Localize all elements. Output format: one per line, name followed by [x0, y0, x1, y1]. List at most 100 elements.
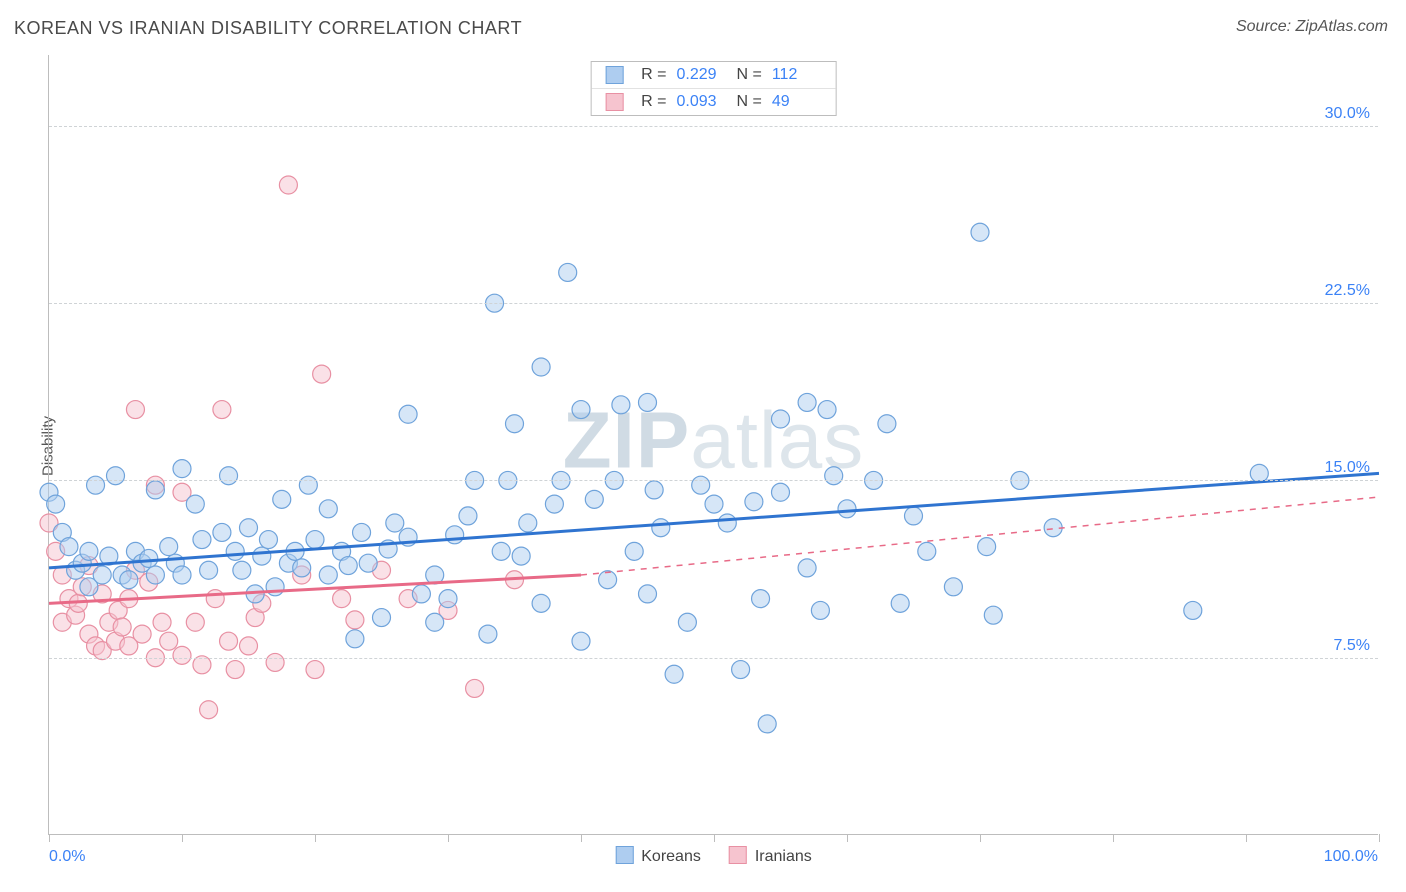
- data-point: [825, 467, 843, 485]
- data-point: [506, 415, 524, 433]
- data-point: [532, 358, 550, 376]
- data-point: [293, 559, 311, 577]
- x-tick: [1246, 834, 1247, 842]
- data-point: [639, 393, 657, 411]
- chart-plot-area: ZIPatlas R =0.229N =112R =0.093N =49 Kor…: [48, 55, 1378, 835]
- data-point: [446, 526, 464, 544]
- x-tick: [1379, 834, 1380, 842]
- data-point: [206, 590, 224, 608]
- data-point: [319, 566, 337, 584]
- data-point: [80, 542, 98, 560]
- data-point: [984, 606, 1002, 624]
- correlation-legend: R =0.229N =112R =0.093N =49: [590, 61, 837, 116]
- x-tick: [1113, 834, 1114, 842]
- data-point: [512, 547, 530, 565]
- x-tick: [448, 834, 449, 842]
- data-point: [625, 542, 643, 560]
- data-point: [572, 401, 590, 419]
- data-point: [678, 613, 696, 631]
- n-label: N =: [737, 93, 762, 111]
- data-point: [772, 483, 790, 501]
- data-point: [359, 554, 377, 572]
- data-point: [905, 507, 923, 525]
- data-point: [944, 578, 962, 596]
- data-point: [838, 500, 856, 518]
- data-point: [346, 611, 364, 629]
- data-point: [240, 637, 258, 655]
- data-point: [971, 223, 989, 241]
- trend-line-iranians-dashed: [581, 497, 1379, 575]
- data-point: [319, 500, 337, 518]
- data-point: [266, 653, 284, 671]
- data-point: [373, 609, 391, 627]
- data-point: [585, 490, 603, 508]
- data-point: [259, 531, 277, 549]
- data-point: [818, 401, 836, 419]
- data-point: [153, 613, 171, 631]
- y-tick-label: 22.5%: [1325, 282, 1370, 300]
- data-point: [732, 661, 750, 679]
- data-point: [412, 585, 430, 603]
- correlation-legend-row: R =0.229N =112: [591, 62, 836, 88]
- series-label: Iranians: [755, 848, 812, 865]
- n-value: 49: [772, 93, 822, 111]
- data-point: [645, 481, 663, 499]
- grid-line: [49, 480, 1378, 481]
- data-point: [93, 566, 111, 584]
- data-point: [752, 590, 770, 608]
- x-tick: [315, 834, 316, 842]
- y-tick-label: 7.5%: [1334, 637, 1370, 655]
- x-min-label: 0.0%: [49, 848, 85, 866]
- data-point: [386, 514, 404, 532]
- legend-swatch: [729, 846, 747, 864]
- data-point: [519, 514, 537, 532]
- data-point: [532, 594, 550, 612]
- data-point: [193, 531, 211, 549]
- data-point: [140, 549, 158, 567]
- data-point: [399, 405, 417, 423]
- x-tick: [182, 834, 183, 842]
- series-legend-item: Koreans: [615, 846, 701, 866]
- grid-line: [49, 126, 1378, 127]
- chart-svg: [49, 55, 1378, 834]
- data-point: [186, 613, 204, 631]
- x-tick: [980, 834, 981, 842]
- data-point: [233, 561, 251, 579]
- data-point: [240, 519, 258, 537]
- data-point: [745, 493, 763, 511]
- data-point: [306, 531, 324, 549]
- legend-swatch: [615, 846, 633, 864]
- data-point: [160, 632, 178, 650]
- data-point: [353, 523, 371, 541]
- data-point: [426, 613, 444, 631]
- data-point: [346, 630, 364, 648]
- data-point: [299, 476, 317, 494]
- data-point: [612, 396, 630, 414]
- series-legend-item: Iranians: [729, 846, 812, 866]
- n-value: 112: [772, 66, 822, 84]
- source-prefix: Source:: [1236, 18, 1296, 35]
- correlation-legend-row: R =0.093N =49: [591, 88, 836, 115]
- data-point: [492, 542, 510, 560]
- data-point: [173, 460, 191, 478]
- data-point: [559, 263, 577, 281]
- data-point: [306, 661, 324, 679]
- data-point: [652, 519, 670, 537]
- data-point: [186, 495, 204, 513]
- grid-line: [49, 658, 1378, 659]
- source-name: ZipAtlas.com: [1296, 18, 1388, 35]
- x-max-label: 100.0%: [1324, 848, 1378, 866]
- data-point: [173, 566, 191, 584]
- data-point: [47, 495, 65, 513]
- data-point: [313, 365, 331, 383]
- series-label: Koreans: [641, 848, 701, 865]
- data-point: [173, 646, 191, 664]
- r-label: R =: [641, 93, 666, 111]
- data-point: [253, 547, 271, 565]
- data-point: [273, 490, 291, 508]
- x-tick: [49, 834, 50, 842]
- data-point: [60, 538, 78, 556]
- n-label: N =: [737, 66, 762, 84]
- data-point: [891, 594, 909, 612]
- legend-swatch: [605, 93, 623, 111]
